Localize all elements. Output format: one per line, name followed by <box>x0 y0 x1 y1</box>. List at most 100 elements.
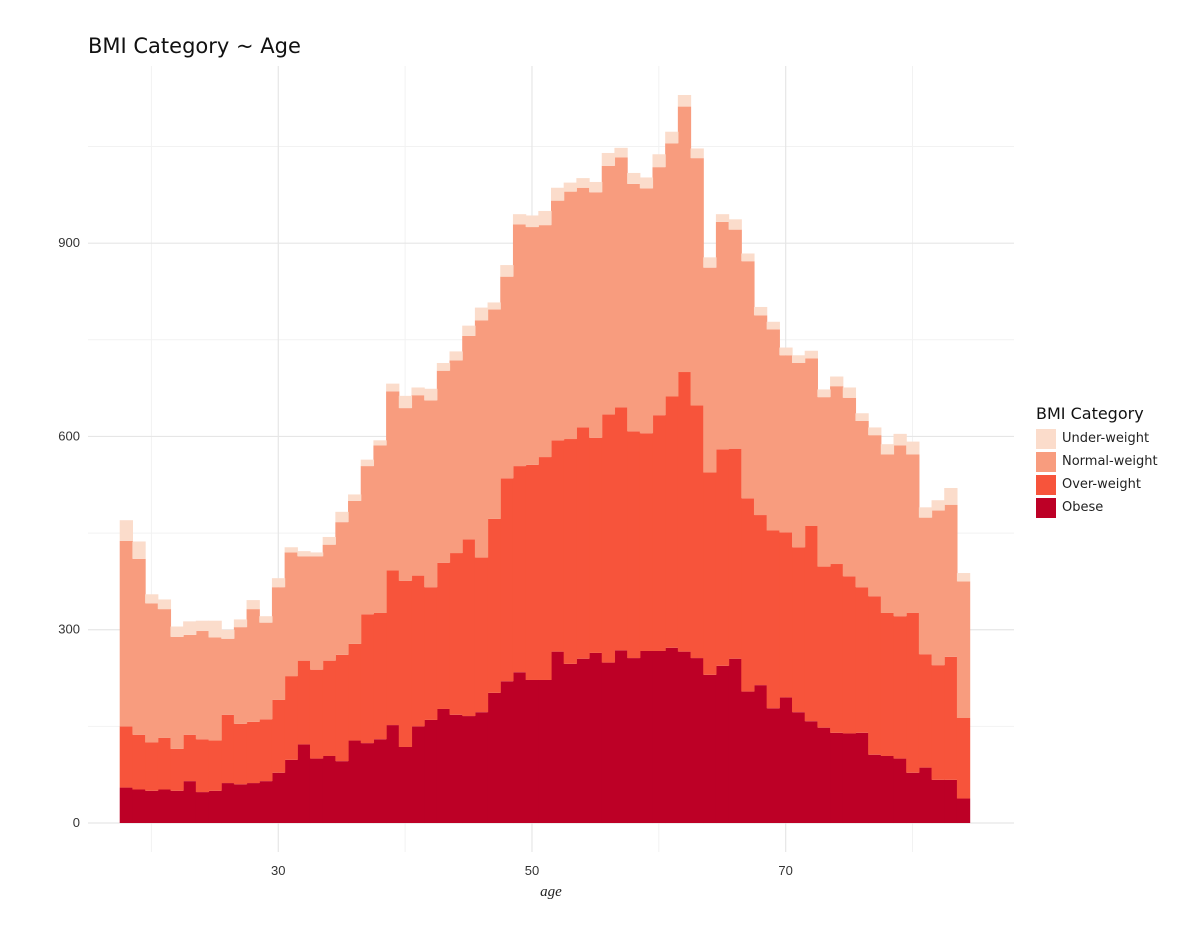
bar-segment <box>880 612 895 757</box>
bar-segment <box>195 739 210 793</box>
bar-segment <box>753 315 768 516</box>
bar-segment <box>842 576 857 734</box>
bar-segment <box>741 498 755 692</box>
bar-segment <box>411 387 425 396</box>
bar-segment <box>132 558 146 735</box>
bar-segment <box>271 587 286 700</box>
bar-segment <box>893 445 907 617</box>
bar-segment <box>677 372 692 652</box>
bar-segment <box>956 573 971 582</box>
bar-segment <box>627 658 641 824</box>
bar-segment <box>322 660 336 757</box>
bar-segment <box>665 647 679 824</box>
bar-segment <box>322 536 336 545</box>
bar-segment <box>906 454 920 613</box>
bar-segment <box>157 599 172 610</box>
bar-segment <box>246 609 260 722</box>
bar-segment <box>652 650 666 824</box>
bar-segment <box>639 650 654 824</box>
bar-segment <box>715 665 730 824</box>
bar-segment <box>614 157 628 408</box>
bar-segment <box>309 552 324 557</box>
bar-segment <box>309 556 324 670</box>
legend-label: Normal-weight <box>1062 454 1158 469</box>
bar-segment <box>233 784 248 824</box>
bar-segment <box>906 612 920 773</box>
bar-segment <box>360 743 375 824</box>
bar-segment <box>690 658 704 824</box>
bar-segment <box>906 441 920 455</box>
bar-segment <box>183 781 197 824</box>
bar-segment <box>830 564 844 733</box>
bar-segment <box>500 478 514 682</box>
bar-segment <box>931 500 945 511</box>
bar-segment <box>538 679 552 824</box>
bar-segment <box>652 154 666 168</box>
bar-segment <box>817 727 831 824</box>
bar-segment <box>360 466 375 615</box>
bar-segment <box>398 580 413 747</box>
bar-segment <box>487 302 501 310</box>
bar-segment <box>551 651 565 824</box>
bar-segment <box>170 636 184 749</box>
bar-segment <box>398 395 413 409</box>
bar-segment <box>386 383 400 392</box>
bar-segment <box>677 651 692 824</box>
bar-segment <box>145 790 159 824</box>
bar-segment <box>145 594 159 604</box>
bar-segment <box>639 433 654 651</box>
bar-segment <box>132 541 146 559</box>
x-tick-label: 30 <box>271 863 285 878</box>
bar-segment <box>855 587 869 733</box>
bar-segment <box>297 551 311 557</box>
bar-segment <box>817 397 831 567</box>
bar-segment <box>157 737 172 790</box>
bar-segment <box>880 454 895 613</box>
bar-segment <box>195 792 210 824</box>
bar-segment <box>842 397 857 577</box>
bar-segment <box>221 783 235 824</box>
bar-segment <box>792 712 806 824</box>
bar-segment <box>944 504 958 657</box>
bar-segment <box>119 726 133 788</box>
bar-segment <box>589 181 603 193</box>
bar-segment <box>195 631 210 740</box>
bar-segment <box>221 714 235 784</box>
bar-segment <box>348 500 362 644</box>
bar-segment <box>525 227 539 465</box>
bar-segment <box>728 658 742 824</box>
bar-segment <box>703 674 717 824</box>
bar-segment <box>335 522 349 655</box>
bar-segment <box>880 756 895 824</box>
bar-segment <box>804 358 818 527</box>
legend-label: Obese <box>1062 500 1104 515</box>
x-axis-label: age <box>540 884 562 900</box>
legend-swatch <box>1036 451 1056 472</box>
bar-segment <box>703 267 717 473</box>
bar-segment <box>208 620 222 638</box>
y-tick-label: 0 <box>73 815 80 830</box>
legend-label: Under-weight <box>1062 431 1150 446</box>
bar-segment <box>373 440 387 446</box>
bar-segment <box>956 581 971 718</box>
bar-segment <box>183 734 197 782</box>
bar-segment <box>398 408 413 581</box>
bar-segment <box>639 177 654 189</box>
bar-segment <box>474 320 489 558</box>
bar-segment <box>728 219 742 230</box>
bar-segment <box>665 143 679 397</box>
series-normal-weight <box>119 106 971 749</box>
bar-segment <box>525 215 539 228</box>
bar-segment <box>690 148 704 159</box>
bar-segment <box>538 225 552 458</box>
bar-segment <box>563 663 577 824</box>
bar-segment <box>576 658 590 824</box>
bar-segment <box>284 552 298 677</box>
bar-segment <box>918 654 933 768</box>
bar-segment <box>500 265 514 277</box>
bar-segment <box>208 637 222 741</box>
bar-segment <box>449 360 463 554</box>
bar-segment <box>335 654 349 762</box>
bar-segment <box>386 570 400 726</box>
